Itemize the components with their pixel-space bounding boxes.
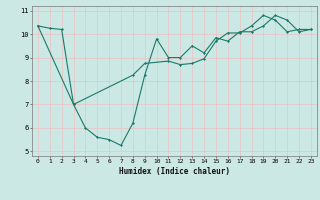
X-axis label: Humidex (Indice chaleur): Humidex (Indice chaleur) (119, 167, 230, 176)
